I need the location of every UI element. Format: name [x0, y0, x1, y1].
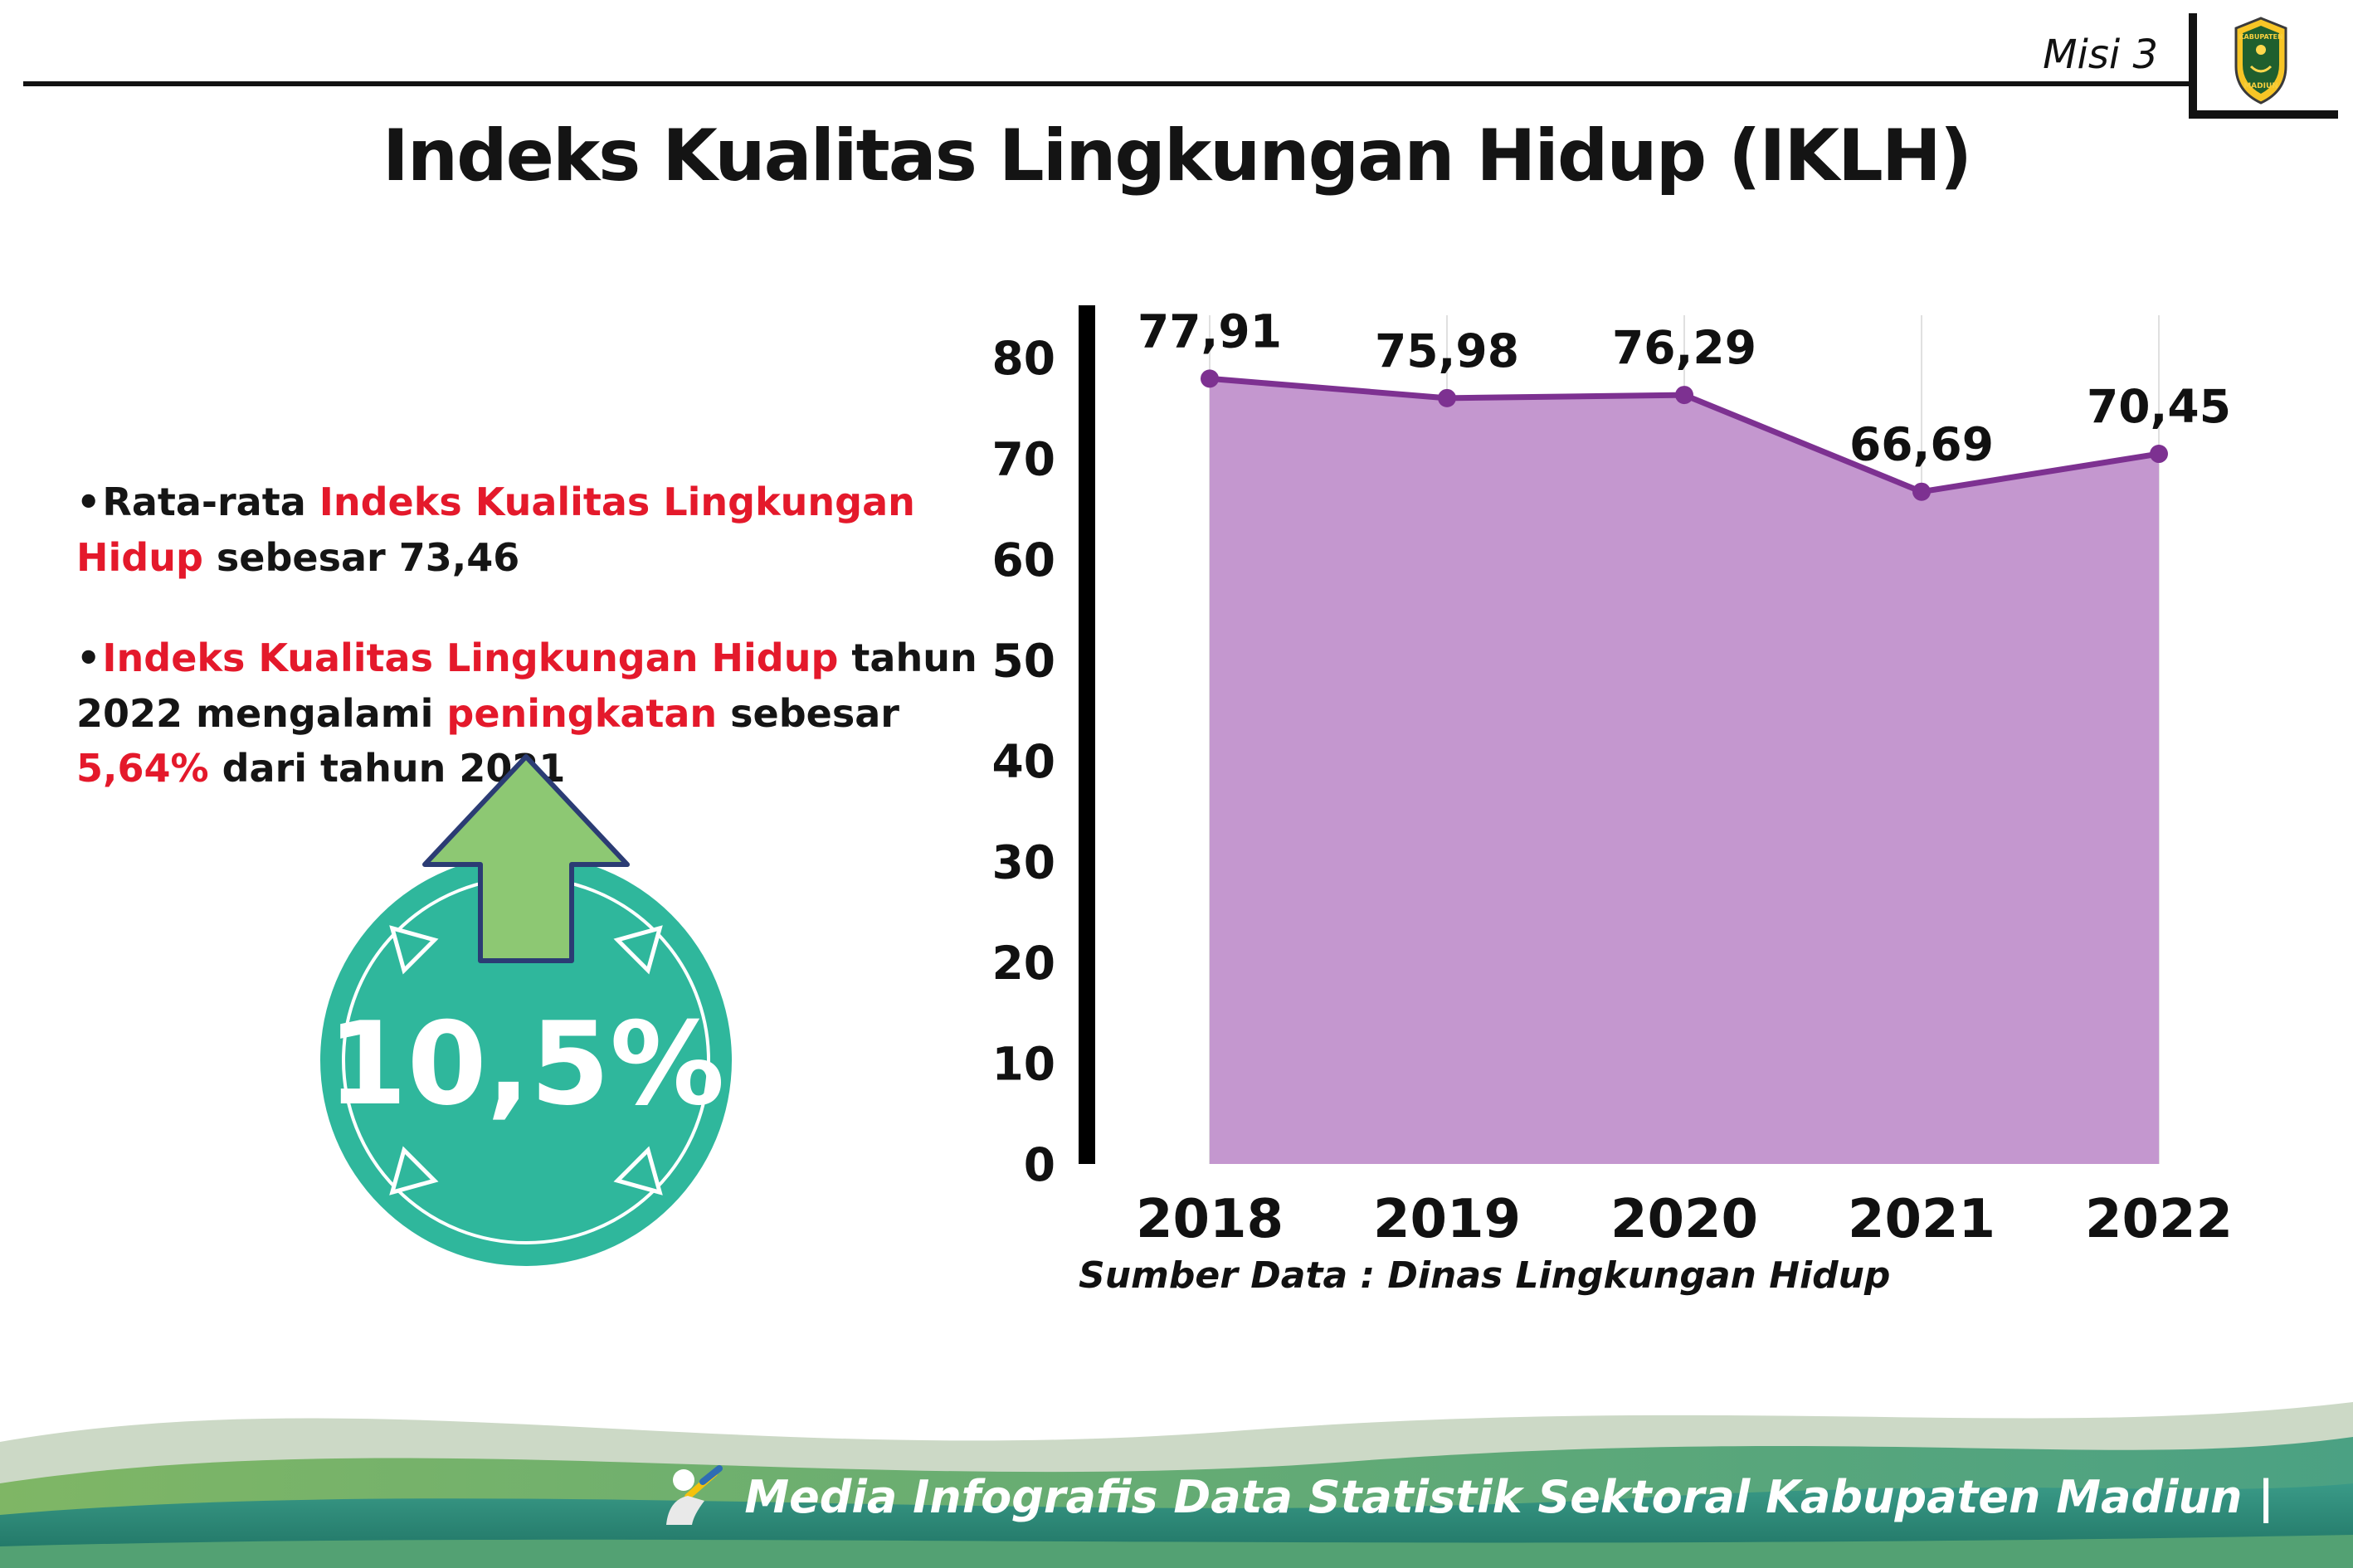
- mission-label: Misi 3: [2043, 32, 2158, 78]
- data-point: [1438, 388, 1456, 407]
- x-axis-label: 2020: [1610, 1189, 1758, 1250]
- bullet1-part-3: sebesar 73,46: [202, 534, 520, 580]
- increase-badge: 10,5%: [320, 754, 732, 1266]
- footer-wave-decoration: [0, 1402, 2353, 1568]
- bullet-average-iklh: •Rata-rata Indeks Kualitas Lingkungan Hi…: [76, 475, 985, 585]
- data-value-label: 76,29: [1612, 321, 1756, 374]
- infographic-mascot-icon: [666, 1465, 723, 1525]
- y-tick-label: 0: [1024, 1138, 1055, 1191]
- x-axis-label: 2019: [1373, 1189, 1521, 1250]
- data-value-label: 77,91: [1138, 304, 1282, 358]
- bullet-dot: •: [76, 635, 101, 680]
- data-value-label: 66,69: [1849, 418, 1994, 471]
- badge-triangle-icon: [389, 1146, 439, 1195]
- badge-triangle-icon: [389, 925, 439, 975]
- data-source-caption: Sumber Data : Dinas Lingkungan Hidup: [1079, 1254, 1891, 1297]
- page-title: Indeks Kualitas Lingkungan Hidup (IKLH): [382, 114, 1972, 197]
- footer-wave-bottom-strip: [0, 1535, 2353, 1568]
- bullet2-part-5-highlight: 5,64%: [76, 746, 209, 791]
- bullet-dot: •: [76, 480, 101, 524]
- up-arrow-icon: [422, 754, 630, 963]
- badge-percentage: 10,5%: [328, 997, 725, 1131]
- y-tick-label: 70: [991, 433, 1055, 486]
- y-tick-label: 80: [991, 332, 1055, 385]
- bullet2-part-3-highlight: peningkatan: [446, 690, 718, 736]
- footer-credit-text: Media Infografis Data Statistik Sektoral…: [744, 1470, 2274, 1523]
- data-point: [1201, 369, 1219, 388]
- svg-text:KABUPATEN: KABUPATEN: [2239, 33, 2282, 41]
- y-tick-label: 50: [991, 635, 1055, 688]
- area-fill: [1210, 378, 2159, 1164]
- bullet-iklh-increase: •Indeks Kualitas Lingkungan Hidup tahun …: [76, 631, 985, 796]
- bullet2-part-2: tahun 2022 mengalami: [76, 635, 977, 736]
- badge-triangle-icon: [613, 1146, 663, 1195]
- data-value-label: 75,98: [1375, 324, 1519, 377]
- y-tick-label: 30: [991, 836, 1055, 889]
- y-axis-bar: [1079, 305, 1095, 1164]
- x-axis-label: 2021: [1848, 1189, 1995, 1250]
- badge-triangle-icon: [613, 925, 663, 975]
- bullet2-part-4: sebesar: [717, 690, 899, 736]
- x-axis-label: 2018: [1136, 1189, 1284, 1250]
- y-tick-label: 40: [991, 735, 1055, 788]
- svg-text:MADIUN: MADIUN: [2243, 82, 2278, 90]
- y-tick-label: 20: [991, 937, 1055, 990]
- iklh-area-chart: 0 10 20 30 40 50 60 70 80 2018 2019 2020 2021 2022 77,…: [991, 304, 2233, 1250]
- kabupaten-madiun-crest-icon: KABUPATEN MADIUN: [2234, 17, 2287, 105]
- data-point: [2150, 445, 2168, 464]
- bullet2-part-1-highlight: Indeks Kualitas Lingkungan Hidup: [102, 635, 839, 680]
- bullet1-part-1: Rata-rata: [102, 480, 319, 524]
- data-value-label: 70,45: [2087, 380, 2231, 433]
- x-axis-label: 2022: [2085, 1189, 2233, 1250]
- footer-credit: Media Infografis Data Statistik Sektoral…: [656, 1462, 2274, 1531]
- logo-corner-frame: [2189, 13, 2338, 119]
- bullet1-part-2-highlight: Indeks Kualitas Lingkungan Hidup: [76, 480, 915, 580]
- y-tick-label: 60: [991, 533, 1055, 587]
- top-divider: [23, 81, 2197, 86]
- data-point: [1912, 482, 1931, 501]
- kabupaten-madiun-logo: KABUPATEN MADIUN: [2189, 13, 2338, 119]
- badge-circle: [320, 855, 732, 1266]
- y-tick-label: 10: [991, 1038, 1055, 1091]
- data-point: [1675, 386, 1693, 405]
